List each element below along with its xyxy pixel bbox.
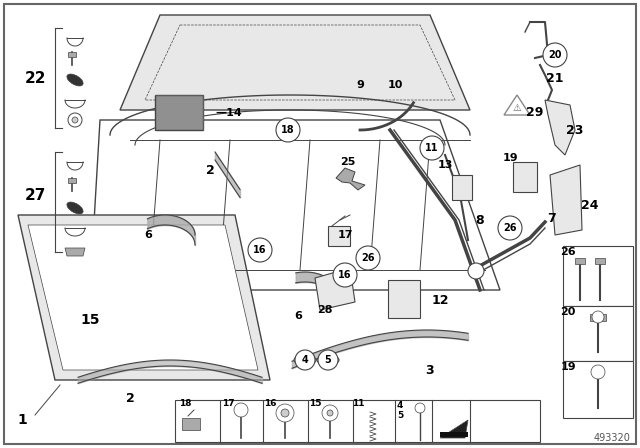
Polygon shape	[440, 420, 468, 438]
Text: 22: 22	[24, 70, 45, 86]
Text: 26: 26	[560, 247, 576, 257]
Circle shape	[468, 263, 484, 279]
Text: 6: 6	[144, 230, 152, 240]
Bar	[155, 95, 203, 130]
Bar	[440, 432, 468, 437]
Text: 27: 27	[24, 188, 45, 202]
Bar	[590, 314, 606, 321]
Text: 15: 15	[308, 399, 321, 408]
Text: 20: 20	[548, 50, 562, 60]
Circle shape	[234, 403, 248, 417]
Circle shape	[356, 246, 380, 270]
Bar	[575, 258, 585, 264]
Text: 24: 24	[581, 198, 599, 211]
Text: 6: 6	[294, 311, 302, 321]
Circle shape	[333, 263, 357, 287]
Bar	[563, 361, 633, 418]
Text: 9: 9	[356, 80, 364, 90]
Bar	[68, 178, 76, 183]
Text: 13: 13	[437, 160, 452, 170]
Circle shape	[591, 365, 605, 379]
Text: 3: 3	[426, 363, 435, 376]
Polygon shape	[550, 165, 582, 235]
Text: 19: 19	[560, 362, 576, 372]
Polygon shape	[545, 100, 575, 155]
Text: 20: 20	[560, 307, 576, 317]
Polygon shape	[336, 168, 365, 190]
Bar	[563, 246, 633, 306]
Text: 26: 26	[361, 253, 375, 263]
Polygon shape	[504, 95, 530, 115]
Circle shape	[248, 238, 272, 262]
Text: 12: 12	[431, 293, 449, 306]
Bar	[68, 52, 76, 57]
Bar	[178, 404, 218, 438]
Text: ⚠: ⚠	[513, 103, 522, 113]
Text: 16: 16	[339, 270, 352, 280]
Text: 8: 8	[476, 214, 484, 227]
Text: 4: 4	[301, 355, 308, 365]
Text: —14: —14	[215, 108, 242, 118]
Text: 16: 16	[253, 245, 267, 255]
Polygon shape	[90, 120, 500, 290]
Bar	[563, 306, 633, 361]
Circle shape	[415, 403, 425, 413]
Circle shape	[295, 350, 315, 370]
Ellipse shape	[67, 74, 83, 86]
Circle shape	[276, 404, 294, 422]
Ellipse shape	[294, 355, 316, 365]
Text: 19: 19	[502, 153, 518, 163]
Text: 5: 5	[324, 355, 332, 365]
Circle shape	[276, 118, 300, 142]
Text: 23: 23	[566, 124, 584, 137]
Text: 11: 11	[425, 143, 439, 153]
Circle shape	[68, 113, 82, 127]
Bar	[182, 418, 200, 430]
Text: 28: 28	[317, 305, 333, 315]
Text: 10: 10	[387, 80, 403, 90]
Bar	[328, 226, 350, 246]
Circle shape	[322, 405, 338, 421]
Text: 2: 2	[125, 392, 134, 405]
Text: 4: 4	[397, 401, 403, 409]
Bar	[388, 280, 420, 318]
Circle shape	[318, 350, 338, 370]
Text: 493320: 493320	[593, 433, 630, 443]
Polygon shape	[315, 268, 355, 310]
Circle shape	[592, 311, 604, 323]
Circle shape	[543, 43, 567, 67]
Text: 18: 18	[179, 399, 191, 408]
Text: 5: 5	[397, 410, 403, 419]
Circle shape	[498, 216, 522, 240]
Ellipse shape	[317, 355, 339, 365]
Text: 26: 26	[503, 223, 516, 233]
Polygon shape	[28, 225, 258, 370]
Text: 16: 16	[264, 399, 276, 408]
Bar	[175, 400, 540, 442]
Text: 7: 7	[548, 211, 556, 224]
Text: 18: 18	[281, 125, 295, 135]
Polygon shape	[18, 215, 270, 380]
Bar	[452, 175, 472, 200]
Text: 2: 2	[205, 164, 214, 177]
Circle shape	[327, 410, 333, 416]
Polygon shape	[120, 15, 470, 110]
Text: 17: 17	[337, 230, 353, 240]
Bar	[513, 162, 537, 192]
Text: 25: 25	[340, 157, 356, 167]
Text: 17: 17	[221, 399, 234, 408]
Text: 21: 21	[547, 72, 564, 85]
Text: 29: 29	[526, 105, 544, 119]
Polygon shape	[65, 248, 85, 256]
Text: 15: 15	[80, 313, 100, 327]
Text: 11: 11	[352, 399, 364, 408]
Ellipse shape	[67, 202, 83, 214]
Bar	[595, 258, 605, 264]
Text: 1: 1	[17, 413, 27, 427]
Circle shape	[420, 136, 444, 160]
Circle shape	[72, 117, 78, 123]
Circle shape	[281, 409, 289, 417]
